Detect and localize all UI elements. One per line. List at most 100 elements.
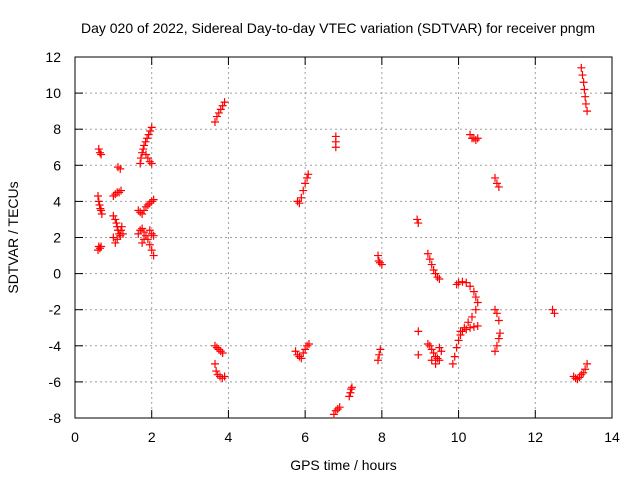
data-point bbox=[111, 238, 120, 247]
data-point bbox=[144, 130, 153, 139]
x-tick-label: 8 bbox=[378, 429, 386, 445]
data-point bbox=[375, 258, 384, 267]
data-point bbox=[212, 343, 221, 352]
data-point bbox=[109, 211, 118, 220]
data-point bbox=[211, 341, 220, 350]
data-point bbox=[425, 341, 434, 350]
series-s1 bbox=[94, 145, 106, 159]
data-point bbox=[491, 305, 500, 314]
data-point bbox=[347, 385, 356, 394]
series-s20 bbox=[413, 215, 423, 228]
data-point bbox=[138, 238, 147, 247]
data-point bbox=[147, 123, 156, 132]
data-point bbox=[375, 350, 384, 359]
data-point bbox=[212, 367, 221, 376]
y-tick-label: -8 bbox=[49, 410, 62, 426]
series-s4 bbox=[109, 186, 126, 200]
data-point bbox=[460, 323, 469, 332]
data-point bbox=[299, 349, 308, 358]
data-point bbox=[495, 329, 504, 338]
series-s32 bbox=[569, 359, 592, 384]
data-point bbox=[433, 273, 442, 282]
data-point bbox=[109, 191, 118, 200]
data-point bbox=[427, 345, 436, 354]
data-point bbox=[214, 345, 223, 354]
data-point bbox=[117, 186, 126, 195]
data-point bbox=[141, 150, 150, 159]
data-point bbox=[141, 137, 150, 146]
data-point bbox=[145, 240, 154, 249]
data-point bbox=[145, 199, 154, 208]
data-point bbox=[145, 157, 154, 166]
data-point bbox=[95, 244, 104, 253]
y-tick-label: -4 bbox=[49, 338, 62, 354]
data-point bbox=[301, 345, 310, 354]
series-s25 bbox=[452, 277, 482, 336]
series-s16 bbox=[329, 403, 344, 419]
data-point bbox=[425, 255, 434, 264]
series-s11 bbox=[211, 341, 227, 358]
data-point bbox=[581, 365, 590, 374]
data-point bbox=[580, 85, 589, 94]
data-point bbox=[331, 143, 340, 152]
y-tick-label: -6 bbox=[49, 374, 62, 390]
data-point bbox=[492, 179, 501, 188]
series-s3 bbox=[94, 242, 106, 255]
data-point bbox=[95, 201, 104, 210]
data-point bbox=[581, 99, 590, 108]
data-point bbox=[329, 410, 338, 419]
data-point bbox=[136, 159, 145, 168]
data-point bbox=[431, 269, 440, 278]
series-s5 bbox=[113, 163, 125, 173]
data-point bbox=[550, 309, 559, 318]
data-point bbox=[467, 312, 476, 321]
data-point bbox=[149, 231, 158, 240]
series-s8 bbox=[134, 195, 158, 219]
data-point bbox=[435, 275, 444, 284]
data-point bbox=[145, 226, 154, 235]
chart-title: Day 020 of 2022, Sidereal Day-to-day VTE… bbox=[81, 20, 595, 36]
series-s15 bbox=[331, 132, 340, 152]
data-point bbox=[291, 347, 300, 356]
data-point bbox=[571, 374, 580, 383]
data-point bbox=[466, 130, 475, 139]
series-s14 bbox=[291, 339, 313, 363]
data-point bbox=[147, 197, 156, 206]
data-point bbox=[295, 199, 304, 208]
data-point bbox=[462, 325, 471, 334]
series-s10 bbox=[211, 98, 229, 126]
data-point bbox=[303, 341, 312, 350]
data-point bbox=[347, 383, 356, 392]
data-point bbox=[293, 197, 302, 206]
data-point bbox=[303, 173, 312, 182]
x-axis-label: GPS time / hours bbox=[290, 457, 397, 473]
x-tick-label: 6 bbox=[301, 429, 309, 445]
data-points bbox=[94, 63, 592, 419]
data-point bbox=[214, 108, 223, 117]
data-point bbox=[141, 231, 150, 240]
series-s19 bbox=[374, 345, 385, 365]
series-s6 bbox=[109, 211, 127, 247]
data-point bbox=[138, 148, 147, 157]
data-point bbox=[427, 356, 436, 365]
data-point bbox=[473, 134, 482, 143]
data-point bbox=[377, 260, 386, 269]
data-point bbox=[452, 280, 461, 289]
data-point bbox=[220, 98, 229, 107]
data-point bbox=[304, 339, 313, 348]
data-point bbox=[117, 226, 126, 235]
data-point bbox=[109, 233, 118, 242]
data-point bbox=[143, 201, 152, 210]
data-point bbox=[113, 235, 122, 244]
data-point bbox=[376, 345, 385, 354]
data-point bbox=[548, 305, 557, 314]
data-point bbox=[216, 347, 225, 356]
data-point bbox=[136, 208, 145, 217]
data-point bbox=[211, 359, 220, 368]
data-point bbox=[218, 349, 227, 358]
y-axis-label: SDTVAR / TECUs bbox=[5, 181, 21, 293]
data-point bbox=[95, 148, 104, 157]
data-point bbox=[147, 229, 156, 238]
data-point bbox=[450, 352, 459, 361]
